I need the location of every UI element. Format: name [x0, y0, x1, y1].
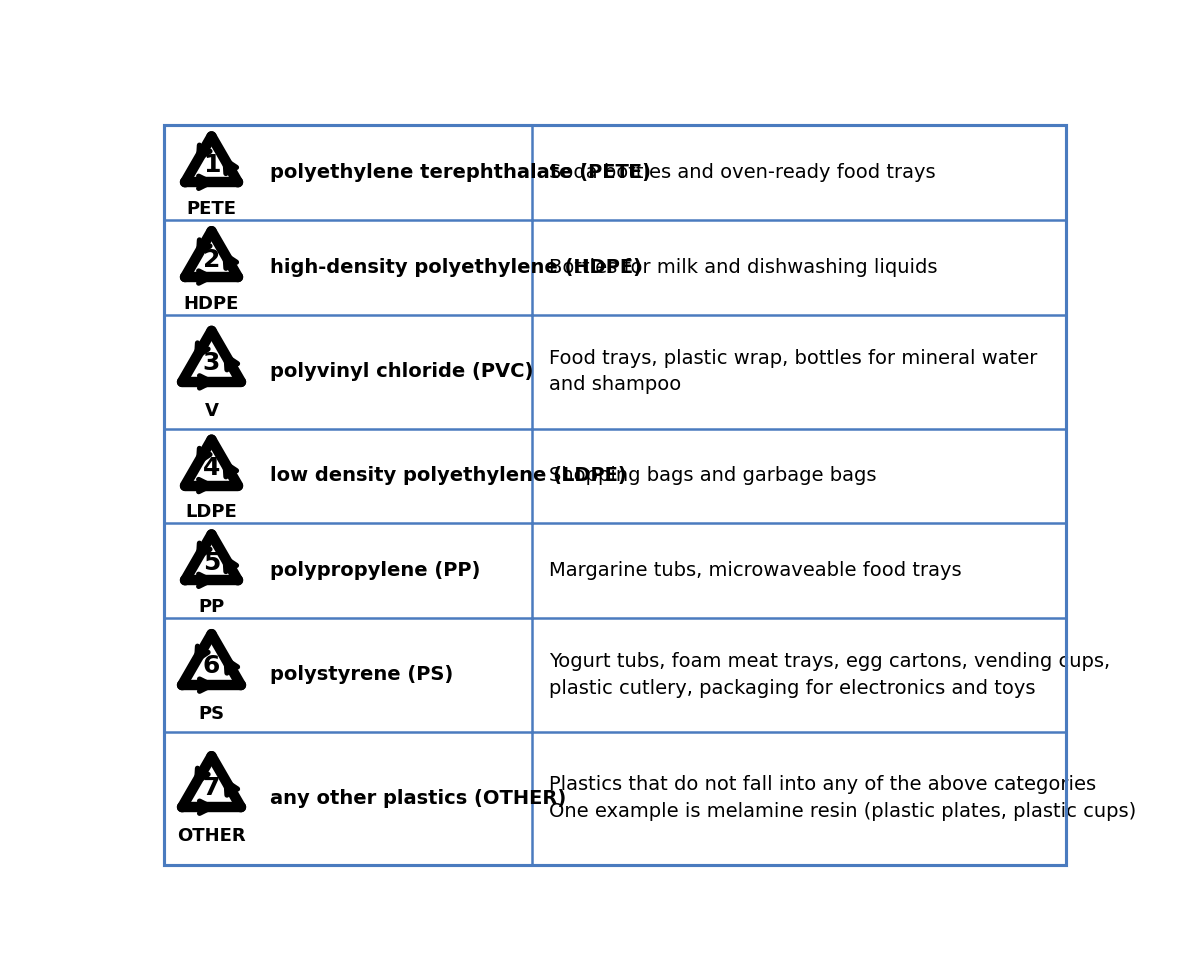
Text: any other plastics (OTHER): any other plastics (OTHER) — [270, 789, 566, 808]
Text: Yogurt tubs, foam meat trays, egg cartons, vending cups,
plastic cutlery, packag: Yogurt tubs, foam meat trays, egg carton… — [548, 653, 1110, 698]
Text: 3: 3 — [203, 351, 221, 375]
Text: HDPE: HDPE — [184, 295, 239, 313]
Text: LDPE: LDPE — [186, 504, 238, 521]
Text: PS: PS — [198, 705, 224, 723]
Text: polystyrene (PS): polystyrene (PS) — [270, 665, 454, 684]
Text: 2: 2 — [203, 248, 221, 272]
Text: low density polyethylene (LDPE): low density polyethylene (LDPE) — [270, 466, 626, 485]
Text: 1: 1 — [203, 153, 221, 177]
Text: high-density polyethylene (HDPE): high-density polyethylene (HDPE) — [270, 258, 642, 277]
Text: PP: PP — [198, 598, 224, 616]
Text: Margarine tubs, microwaveable food trays: Margarine tubs, microwaveable food trays — [548, 562, 961, 580]
Text: Soda bottles and oven-ready food trays: Soda bottles and oven-ready food trays — [548, 164, 936, 182]
Text: OTHER: OTHER — [178, 827, 246, 845]
Text: V: V — [204, 402, 218, 419]
Text: 5: 5 — [203, 551, 221, 575]
Text: PETE: PETE — [186, 200, 236, 219]
Text: Bottles for milk and dishwashing liquids: Bottles for milk and dishwashing liquids — [548, 258, 937, 277]
Text: Shopping bags and garbage bags: Shopping bags and garbage bags — [548, 466, 876, 485]
Text: Food trays, plastic wrap, bottles for mineral water
and shampoo: Food trays, plastic wrap, bottles for mi… — [548, 349, 1037, 394]
Text: Plastics that do not fall into any of the above categories
One example is melami: Plastics that do not fall into any of th… — [548, 775, 1136, 821]
Text: polypropylene (PP): polypropylene (PP) — [270, 562, 480, 580]
Text: polyethylene terephthalate (PETE): polyethylene terephthalate (PETE) — [270, 164, 652, 182]
Text: polyvinyl chloride (PVC): polyvinyl chloride (PVC) — [270, 363, 534, 381]
Text: 6: 6 — [203, 654, 221, 678]
Text: 7: 7 — [203, 776, 221, 801]
Text: 4: 4 — [203, 457, 221, 480]
